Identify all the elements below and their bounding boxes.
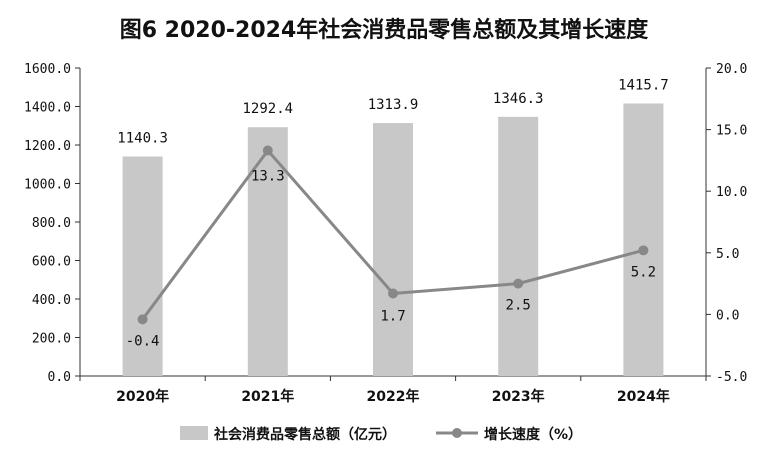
growth-point [638, 245, 649, 256]
y-right-tick-label: 0.0 [716, 308, 739, 323]
bar [373, 123, 413, 376]
y-right-tick-label: 15.0 [716, 124, 747, 139]
y-right-tick-label: 10.0 [716, 185, 747, 200]
axes: 0.0 200.0 400.0 600.0 800.0 1000.0 1200.0 1400.… [24, 62, 747, 405]
line-series: -0.4 13.3 1.7 2.5 5.2 [126, 145, 656, 349]
y-left-tick-label: 1200.0 [24, 139, 71, 154]
growth-data-label: 1.7 [380, 308, 405, 324]
x-tick-label: 2022年 [367, 388, 420, 405]
x-tick-label: 2021年 [241, 388, 294, 405]
bar-series: 1140.3 1292.4 1313.9 1346.3 1415.7 [117, 77, 669, 376]
growth-data-label: 5.2 [631, 264, 656, 280]
growth-data-label: 2.5 [506, 298, 531, 314]
growth-point [513, 278, 524, 289]
y-left-tick-label: 400.0 [32, 293, 71, 308]
bar [498, 116, 539, 376]
bar-data-label: 1140.3 [117, 130, 168, 146]
legend-bar-label: 社会消费品零售总额（亿元） [213, 426, 396, 443]
legend: 社会消费品零售总额（亿元） 增长速度（%） [180, 426, 582, 443]
y-right-tick-label: 5.0 [716, 247, 739, 262]
y-left-tick-label: 600.0 [32, 255, 71, 270]
growth-point [388, 288, 398, 299]
x-tick-label: 2023年 [492, 388, 545, 405]
y-right-tick-label: 20.0 [716, 62, 747, 77]
y-left-tick-label: 200.0 [32, 332, 71, 347]
x-tick-label: 2024年 [617, 388, 670, 405]
y-left-tick-label: 1400.0 [24, 101, 71, 116]
y-right-tick-label: -5.0 [716, 370, 747, 385]
legend-line-marker [452, 428, 462, 438]
bar [623, 103, 664, 376]
legend-bar-swatch [180, 426, 208, 440]
bar-data-label: 1346.3 [493, 91, 544, 107]
growth-point [262, 145, 273, 156]
bar-data-label: 1415.7 [618, 77, 669, 93]
y-left-tick-label: 1000.0 [24, 178, 71, 193]
y-left-tick-label: 1600.0 [24, 62, 71, 77]
bar [122, 156, 163, 376]
bar-data-label: 1292.4 [243, 101, 294, 117]
bar-data-label: 1313.9 [368, 97, 419, 113]
growth-data-label: -0.4 [126, 333, 160, 349]
growth-data-label: 13.3 [251, 169, 285, 185]
growth-point [137, 314, 148, 325]
legend-line-label: 增长速度（%） [484, 426, 582, 443]
y-left-tick-label: 0.0 [48, 370, 71, 385]
y-left-tick-label: 800.0 [32, 216, 71, 231]
chart-title: 图6 2020-2024年社会消费品零售总额及其增长速度 [120, 17, 650, 43]
x-tick-label: 2020年 [116, 388, 169, 405]
